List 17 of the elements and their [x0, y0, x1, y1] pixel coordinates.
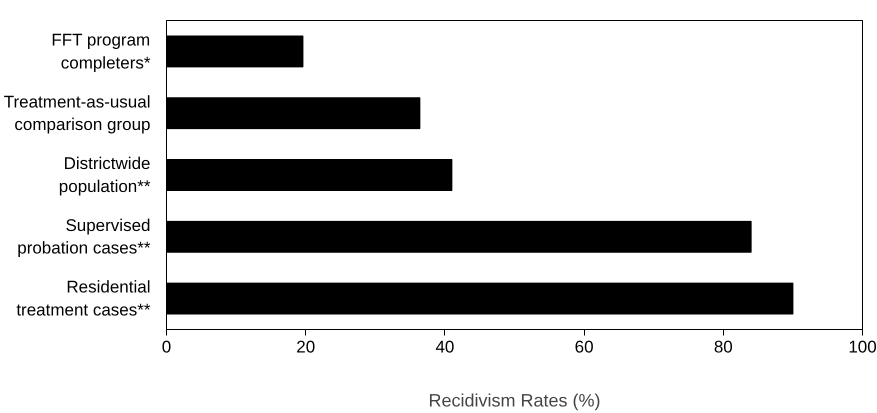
y-tick-label: FFT program completers* — [51, 30, 151, 72]
x-tick-label: 60 — [574, 338, 594, 356]
bar — [166, 220, 752, 253]
y-tick-label: Districtwide population** — [58, 154, 151, 196]
y-tick-label: Supervised probation cases** — [17, 216, 151, 258]
bar — [166, 35, 304, 68]
bar — [166, 97, 420, 130]
bar — [166, 282, 794, 315]
x-axis-title: Recidivism Rates (%) — [428, 390, 601, 410]
x-tick-label: 40 — [435, 338, 454, 356]
x-tick-label: 0 — [162, 338, 172, 356]
x-tick-label: 20 — [296, 338, 316, 356]
y-tick-label: Residential treatment cases** — [16, 278, 151, 320]
x-tick-label: 80 — [714, 338, 733, 356]
bar — [166, 159, 452, 191]
x-tick-label: 100 — [848, 338, 877, 356]
y-tick-label: Treatment-as-usual comparison group — [4, 92, 151, 134]
